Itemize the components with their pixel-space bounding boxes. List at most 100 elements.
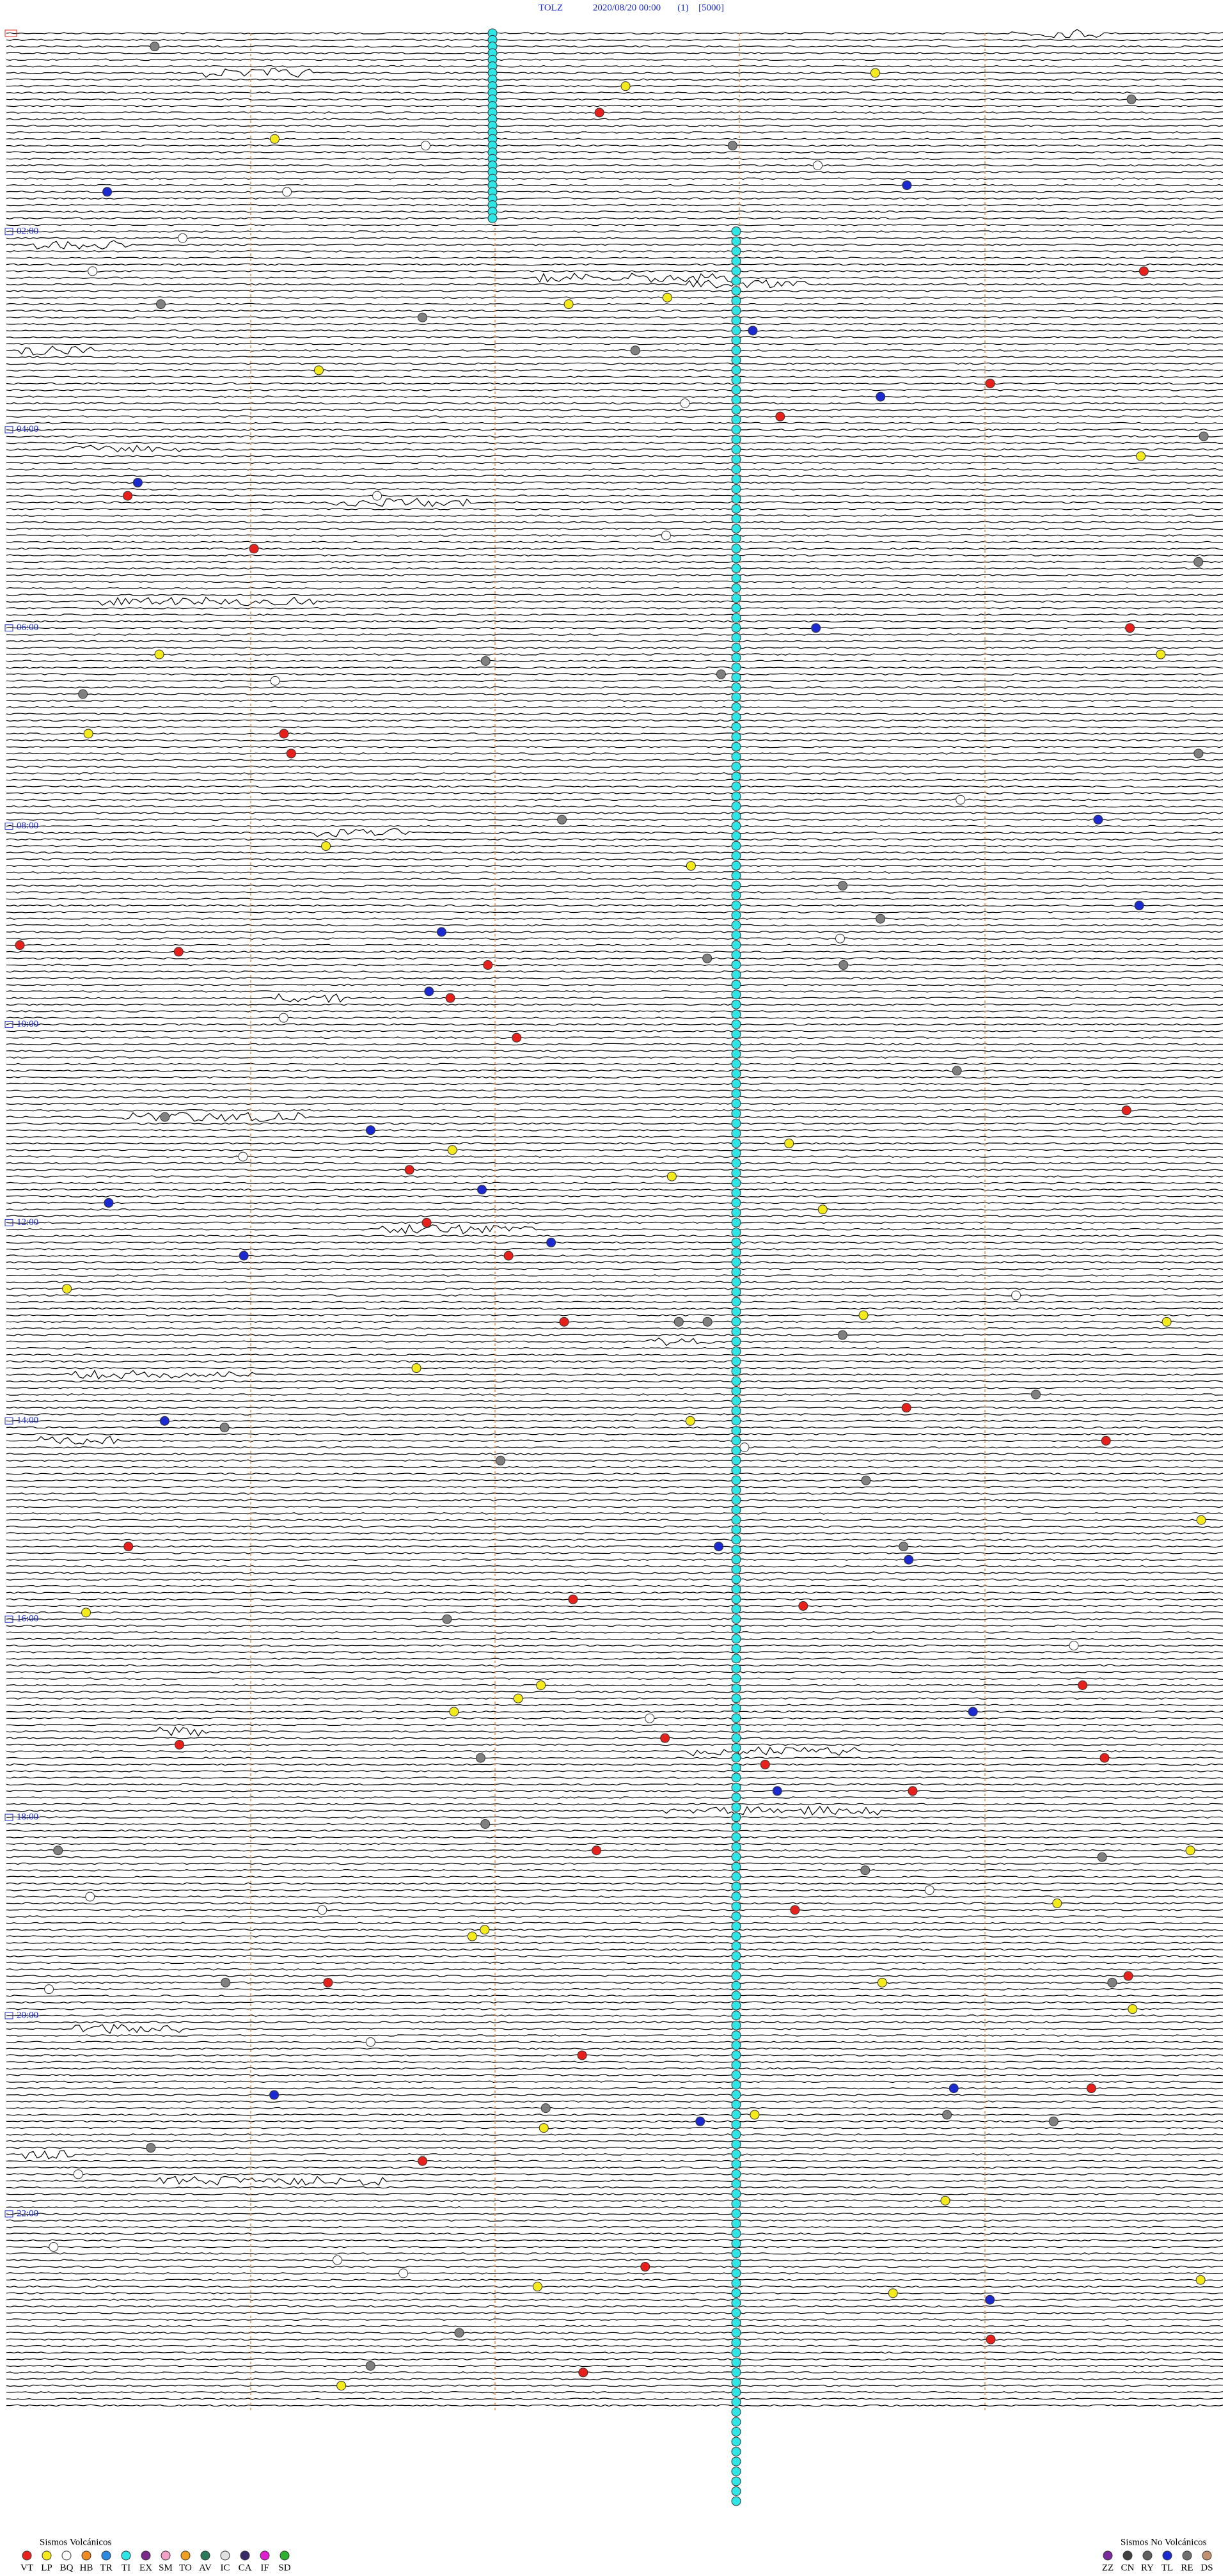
event-marker: [731, 1019, 741, 1029]
event-marker: [731, 474, 741, 484]
legend-swatch: [180, 2550, 191, 2561]
event-marker: [1011, 1290, 1021, 1300]
trace: [6, 2133, 1224, 2136]
trace: [6, 2259, 1224, 2262]
event-marker: [731, 1445, 741, 1455]
trace: [6, 1975, 1223, 1977]
event-marker: [731, 2258, 741, 2268]
event-marker: [731, 642, 741, 652]
event-marker: [798, 1601, 808, 1611]
trace: [6, 785, 1224, 788]
trace: [6, 475, 1224, 477]
event-marker: [772, 1786, 782, 1796]
event-marker: [731, 801, 741, 811]
legend-swatch: [1202, 2550, 1212, 2561]
trace: [6, 445, 1224, 453]
event-marker: [731, 1842, 741, 1852]
event-marker: [282, 187, 292, 197]
trace: [6, 1089, 1224, 1092]
event-marker: [731, 1039, 741, 1049]
trace: [6, 329, 1224, 332]
event-marker: [731, 950, 741, 960]
event-marker: [731, 464, 741, 474]
trace: [6, 2100, 1224, 2103]
event-marker: [731, 603, 741, 613]
event-marker: [1126, 94, 1137, 104]
event-marker: [731, 1217, 741, 1228]
event-marker: [731, 1237, 741, 1247]
event-marker: [731, 1327, 741, 1337]
trace: [6, 144, 1224, 147]
event-marker: [150, 42, 160, 52]
trace: [6, 1016, 1223, 1020]
event-marker: [123, 1542, 134, 1552]
event-marker: [731, 1673, 741, 1684]
trace: [6, 580, 1224, 583]
event-marker: [731, 2377, 741, 2387]
trace: [6, 1433, 1224, 1435]
event-marker: [731, 2456, 741, 2467]
legend-code: EX: [139, 2563, 152, 2573]
event-marker: [985, 378, 995, 388]
trace: [6, 838, 1224, 841]
trace: [6, 596, 1224, 606]
hour-label: 08:00: [17, 821, 38, 831]
event-marker: [731, 702, 741, 712]
event-marker: [949, 2083, 959, 2094]
trace: [6, 1987, 1224, 1991]
trace: [6, 52, 1224, 54]
hour-box: [4, 426, 13, 434]
event-marker: [532, 2282, 542, 2292]
event-marker: [940, 2195, 950, 2206]
event-marker: [731, 2110, 741, 2120]
trace: [6, 983, 1224, 986]
event-marker: [173, 947, 184, 957]
trace: [6, 157, 1224, 161]
event-marker: [731, 841, 741, 851]
trace: [6, 240, 1224, 250]
trace: [6, 1485, 1224, 1489]
trace: [6, 2146, 1224, 2149]
legend-swatch: [121, 2550, 131, 2561]
trace: [6, 931, 1224, 933]
event-marker: [559, 1316, 569, 1327]
event-marker: [645, 1713, 655, 1723]
trace: [6, 68, 1224, 78]
trace: [6, 871, 1224, 874]
trace: [6, 1400, 1224, 1403]
trace: [6, 1208, 1224, 1211]
event-marker: [731, 1991, 741, 2001]
event-marker: [760, 1759, 770, 1769]
trace: [6, 104, 1224, 107]
event-marker: [731, 2189, 741, 2199]
event-marker: [731, 831, 741, 841]
hour-label: 14:00: [17, 1416, 38, 1426]
legend-code: RE: [1181, 2563, 1193, 2573]
event-marker: [731, 613, 741, 623]
trace: [6, 858, 1224, 861]
event-marker: [731, 1485, 741, 1495]
event-marker: [424, 986, 434, 997]
event-marker: [239, 1251, 249, 1261]
trace: [6, 2331, 1224, 2334]
trace: [6, 1069, 1224, 1072]
hour-box: [4, 1219, 13, 1226]
trace: [6, 1281, 1224, 1284]
trace: [6, 2173, 1224, 2176]
trace: [6, 250, 1224, 253]
trace: [6, 2001, 1224, 2004]
trace: [6, 171, 1224, 173]
trace: [6, 745, 1224, 748]
event-marker: [480, 1819, 491, 1829]
event-marker: [1048, 2116, 1059, 2126]
trace: [6, 1366, 1224, 1370]
trace: [6, 1584, 1224, 1588]
event-marker: [731, 375, 741, 385]
trace: [6, 891, 1224, 894]
trace: [6, 1096, 1224, 1098]
event-marker: [731, 1128, 741, 1139]
trace: [6, 818, 1224, 821]
trace: [6, 1492, 1224, 1495]
trace: [6, 1102, 1224, 1105]
trace: [6, 84, 1224, 88]
